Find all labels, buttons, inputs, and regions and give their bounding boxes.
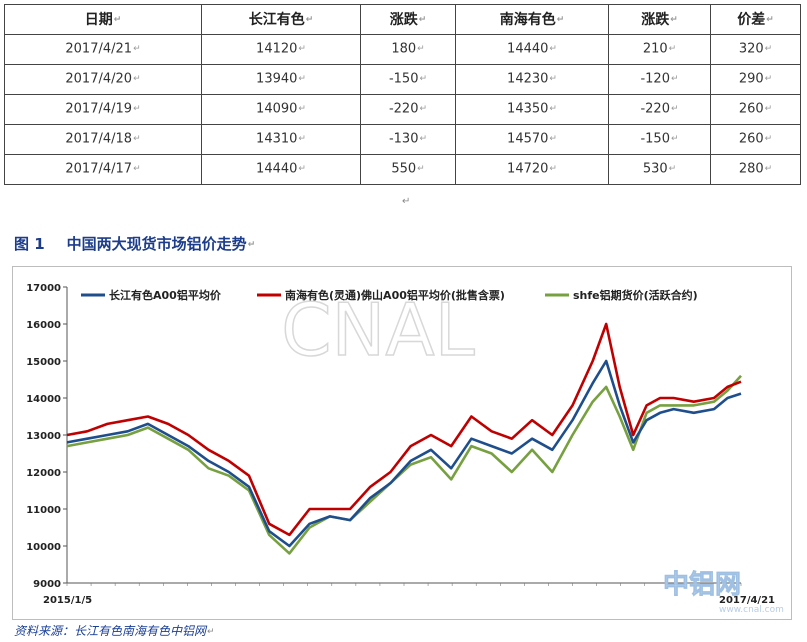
y-tick-label: 15000 <box>26 357 61 368</box>
header-date: 日期↵ <box>4 4 202 35</box>
y-tick-label: 14000 <box>26 394 61 405</box>
chart-svg: CNAL 9000 10000 11000 12000 13000 14000 15000 16… <box>26 283 784 615</box>
figure-title-text: 中国两大现货市场铝价走势 <box>66 235 247 253</box>
series-line <box>66 322 742 537</box>
cell-spread: 280↵ <box>710 154 801 185</box>
figure-number: 图 1 <box>14 235 45 253</box>
header-change-2: 涨跌↵ <box>608 4 711 35</box>
cell-change-1: 180↵ <box>360 34 456 65</box>
y-tick-label: 10000 <box>26 542 61 553</box>
cell-spread: 260↵ <box>710 124 801 155</box>
y-tick-label: 12000 <box>26 468 61 479</box>
cell-spread: 260↵ <box>710 94 801 125</box>
header-changjiang: 长江有色↵ <box>201 4 361 35</box>
table-row: 2017/4/17↵ 14440↵ 550↵ 14720↵ 530↵ 280↵ <box>4 154 801 185</box>
cell-change-2: -150↵ <box>608 124 711 155</box>
cell-date: 2017/4/17↵ <box>4 154 202 185</box>
table-row: 2017/4/18↵ 14310↵ -130↵ 14570↵ -150↵ 260↵ <box>4 124 801 155</box>
cell-date: 2017/4/20↵ <box>4 64 202 95</box>
table-row: 2017/4/19↵ 14090↵ -220↵ 14350↵ -220↵ 260↵ <box>4 94 801 125</box>
y-tick-label: 9000 <box>33 579 61 590</box>
logo-url: www.cnal.com <box>719 605 784 615</box>
source-note: 资料来源：长江有色南海有色中铝网↵ <box>14 624 215 638</box>
cell-nanhai: 14570↵ <box>455 124 609 155</box>
cell-date: 2017/4/21↵ <box>4 34 202 65</box>
logo-text: 中铝网 <box>663 570 741 600</box>
header-change-1: 涨跌↵ <box>360 4 456 35</box>
legend-label: 南海有色(灵通)佛山A00铝平均价(批售含票) <box>285 288 505 302</box>
cell-change-2: -220↵ <box>608 94 711 125</box>
series-line <box>66 374 742 555</box>
cell-changjiang: 14310↵ <box>201 124 361 155</box>
cell-spread: 290↵ <box>710 64 801 95</box>
cell-date: 2017/4/19↵ <box>4 94 202 125</box>
cell-nanhai: 14350↵ <box>455 94 609 125</box>
price-table: 日期↵ 长江有色↵ 涨跌↵ 南海有色↵ 涨跌↵ 价差↵ 2017/4/21↵ 14… <box>4 4 801 185</box>
cell-nanhai: 14720↵ <box>455 154 609 185</box>
cell-change-1: -150↵ <box>360 64 456 95</box>
cell-spread: 320↵ <box>710 34 801 65</box>
cell-change-1: -130↵ <box>360 124 456 155</box>
paragraph-mark: ↵ <box>402 196 411 207</box>
y-tick-label: 11000 <box>26 505 61 516</box>
series-line <box>66 359 742 548</box>
x-start-label: 2015/1/5 <box>43 595 92 606</box>
figure-title: 图 1 中国两大现货市场铝价走势↵ <box>14 235 256 253</box>
header-spread: 价差↵ <box>710 4 801 35</box>
cell-nanhai: 14440↵ <box>455 34 609 65</box>
legend-label: shfe铝期货价(活跃合约) <box>573 288 698 302</box>
table-row: 2017/4/20↵ 13940↵ -150↵ 14230↵ -120↵ 290↵ <box>4 64 801 95</box>
y-tick-label: 13000 <box>26 431 61 442</box>
header-nanhai: 南海有色↵ <box>455 4 609 35</box>
cell-date: 2017/4/18↵ <box>4 124 202 155</box>
cell-change-2: 210↵ <box>608 34 711 65</box>
cell-change-2: 530↵ <box>608 154 711 185</box>
cell-change-1: 550↵ <box>360 154 456 185</box>
cell-nanhai: 14230↵ <box>455 64 609 95</box>
cell-change-1: -220↵ <box>360 94 456 125</box>
y-tick-label: 17000 <box>26 283 61 294</box>
cell-changjiang: 14120↵ <box>201 34 361 65</box>
cell-change-2: -120↵ <box>608 64 711 95</box>
line-chart: CNAL 9000 10000 11000 12000 13000 14000 15000 16… <box>12 266 792 620</box>
table-row: 2017/4/21↵ 14120↵ 180↵ 14440↵ 210↵ 320↵ <box>4 34 801 65</box>
table-header-row: 日期↵ 长江有色↵ 涨跌↵ 南海有色↵ 涨跌↵ 价差↵ <box>4 4 801 35</box>
cell-changjiang: 14440↵ <box>201 154 361 185</box>
x-end-label: 2017/4/21 <box>719 595 775 606</box>
watermark-text: CNAL <box>281 288 475 372</box>
y-tick-label: 16000 <box>26 320 61 331</box>
cell-changjiang: 13940↵ <box>201 64 361 95</box>
cell-changjiang: 14090↵ <box>201 94 361 125</box>
legend-label: 长江有色A00铝平均价 <box>109 288 222 302</box>
